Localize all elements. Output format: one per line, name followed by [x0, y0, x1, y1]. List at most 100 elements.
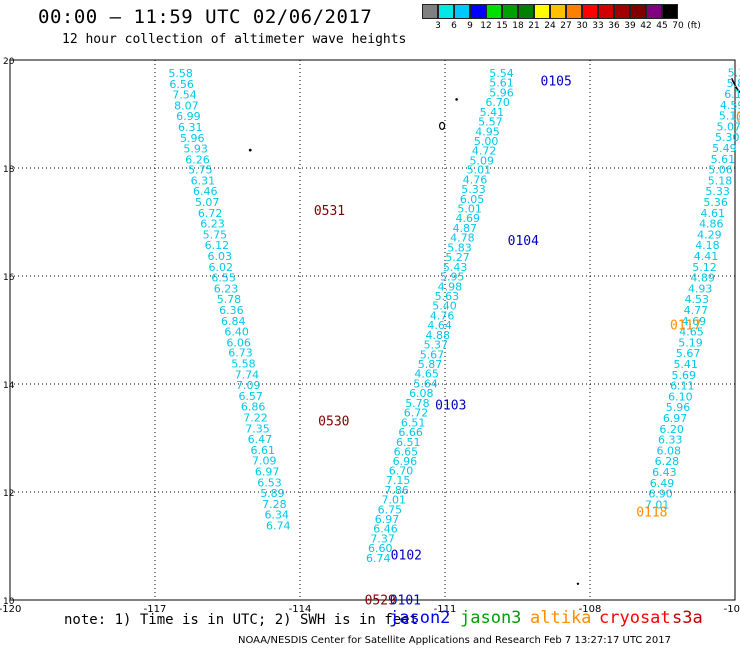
pass-time-label: 0105: [541, 75, 572, 90]
swh-value: 4.61: [701, 207, 726, 220]
swh-value: 5.49: [712, 142, 737, 155]
legend-jason2: jason2: [389, 608, 451, 628]
colorbar-label: 70: [672, 21, 684, 31]
swh-value: 6.34: [265, 509, 290, 522]
colorbar-label: 15: [496, 21, 508, 31]
swh-value: 6.74: [366, 552, 391, 565]
y-tick-label: 20: [3, 57, 15, 67]
y-tick-label: 10: [3, 597, 15, 607]
colorbar-swatch: [486, 4, 502, 19]
swh-value: 6.73: [228, 347, 253, 360]
swh-value: 4.77: [684, 304, 709, 317]
island-clarion: [248, 148, 252, 152]
swh-value: 6.66: [398, 426, 423, 439]
swh-value: 5.33: [705, 185, 730, 198]
colorbar-swatch: [582, 4, 598, 19]
colorbar-label: 39: [624, 21, 636, 31]
swh-value: 5.36: [703, 196, 728, 209]
colorbar-swatch: [518, 4, 534, 19]
swh-value: 5.54: [489, 67, 514, 80]
swh-value: 5.19: [678, 336, 703, 349]
swh-value: 5.07: [195, 196, 220, 209]
swh-value: 6.96: [393, 455, 418, 468]
swh-value: 5.95: [440, 271, 465, 284]
island-socorro: [439, 121, 446, 130]
swh-value: 4.53: [685, 293, 710, 306]
swh-value: 6.40: [224, 326, 249, 339]
swh-value: 5.83: [447, 241, 472, 254]
swh-value: 7.01: [645, 498, 670, 511]
swh-value: 6.74: [266, 519, 291, 532]
swh-value: 4.29: [697, 228, 722, 241]
swh-value: 6.51: [396, 436, 421, 449]
map-title: 00:00 — 11:59 UTC 02/06/2017: [38, 6, 373, 28]
swh-value: 6.28: [655, 455, 680, 468]
swh-value: 5.78: [405, 397, 430, 410]
swh-value: 6.46: [373, 523, 398, 536]
swh-value: 6.12: [205, 239, 230, 252]
swh-value: 5.96: [489, 86, 514, 99]
colorbar-swatch: [422, 4, 438, 19]
map-frame: [9, 59, 736, 601]
colorbar-swatch: [502, 4, 518, 19]
swh-value: 6.43: [652, 466, 677, 479]
pass-time-label: 0104: [508, 234, 539, 249]
swh-value: 6.10: [668, 390, 693, 403]
colorbar-swatch: [630, 4, 646, 19]
swh-value: 6.23: [200, 218, 225, 231]
swh-value: 6.75: [378, 503, 403, 516]
island-san-benedicto: [455, 98, 458, 101]
x-tick-label: -120: [0, 604, 21, 615]
swh-value: 7.09: [252, 455, 277, 468]
x-tick-label: -111: [434, 604, 457, 615]
swh-value: 4.95: [475, 125, 500, 138]
colorbar-swatch: [534, 4, 550, 19]
swh-value: 6.11: [670, 380, 695, 393]
swh-value: 5.75: [188, 164, 213, 177]
colorbar-label: 45: [656, 21, 668, 31]
swh-value: 5.61: [711, 153, 736, 166]
colorbar-swatch: [598, 4, 614, 19]
swh-value: 6.57: [238, 390, 263, 403]
swh-value: 6.11: [724, 88, 740, 101]
swh-value: 6.08: [409, 387, 434, 400]
swh-value: 6.46: [193, 185, 218, 198]
swh-value: 6.99: [176, 110, 201, 123]
pass-time-label: 0: [736, 111, 740, 126]
swh-value: 7.22: [243, 411, 268, 424]
swh-value: 6.70: [389, 464, 414, 477]
swh-value: 5.30: [728, 66, 740, 79]
x-tick-label: -108: [579, 604, 602, 615]
y-tick-label: 12: [3, 489, 14, 499]
swh-value: 6.06: [226, 336, 251, 349]
swh-value: 6.05: [460, 193, 485, 206]
colorbar-swatches: [422, 4, 678, 19]
swh-value: 5.43: [443, 261, 468, 274]
swh-value: 6.47: [248, 433, 273, 446]
swh-value: 5.86: [727, 77, 740, 90]
swh-value: 5.75: [203, 228, 228, 241]
swh-value: 4.93: [688, 282, 713, 295]
swh-value: 6.90: [648, 488, 673, 501]
y-tick-label: 18: [3, 165, 15, 175]
swh-value: 6.31: [178, 121, 203, 134]
swh-value: 5.57: [478, 116, 503, 129]
swh-value: 5.89: [260, 487, 285, 500]
swh-value: 5.07: [716, 120, 740, 133]
swh-value: 4.98: [438, 280, 463, 293]
colorbar-label: 30: [576, 21, 588, 31]
legend-altika: altika: [530, 608, 592, 628]
colorbar-label: 3: [435, 21, 441, 31]
swh-value: 8.07: [174, 99, 199, 112]
swh-value: 4.41: [694, 250, 719, 263]
swh-value: 4.64: [427, 319, 452, 332]
swh-value: 4.76: [463, 173, 488, 186]
swh-value: 6.03: [208, 250, 233, 263]
x-tick-label: -105: [724, 604, 740, 615]
swh-value: 5.09: [469, 154, 494, 167]
colorbar-swatch: [566, 4, 582, 19]
swh-value: 6.65: [394, 446, 419, 459]
swh-value: 6.97: [375, 513, 400, 526]
swh-value: 7.74: [235, 368, 260, 381]
